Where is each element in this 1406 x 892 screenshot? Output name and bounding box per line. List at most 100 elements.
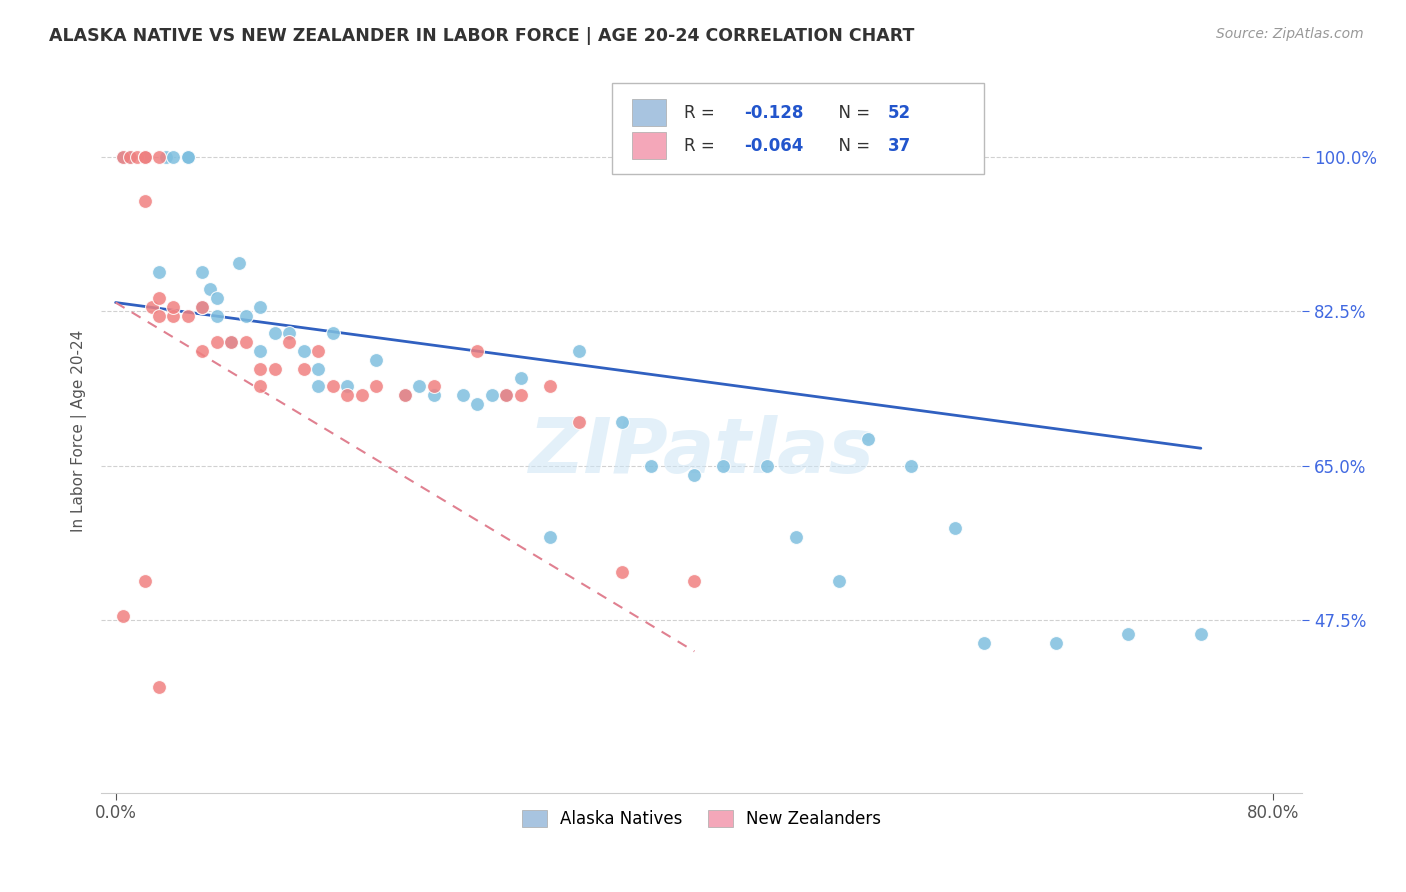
Point — [191, 265, 214, 279]
Point — [148, 150, 170, 164]
Point — [191, 344, 214, 359]
Point — [828, 574, 851, 588]
Point — [263, 326, 285, 341]
Point — [191, 300, 214, 314]
Point — [120, 150, 142, 164]
Point — [322, 379, 344, 393]
Point — [1045, 635, 1067, 649]
Point — [350, 388, 373, 402]
Point — [292, 344, 315, 359]
Point — [127, 150, 149, 164]
Point — [249, 300, 271, 314]
Point — [134, 150, 156, 164]
Point — [640, 458, 662, 473]
Point — [973, 635, 995, 649]
Point — [568, 415, 591, 429]
Point — [134, 194, 156, 208]
Point — [495, 388, 517, 402]
Point — [683, 574, 706, 588]
Point — [423, 388, 446, 402]
Text: ALASKA NATIVE VS NEW ZEALANDER IN LABOR FORCE | AGE 20-24 CORRELATION CHART: ALASKA NATIVE VS NEW ZEALANDER IN LABOR … — [49, 27, 914, 45]
Point — [336, 379, 359, 393]
Point — [134, 574, 156, 588]
Text: Source: ZipAtlas.com: Source: ZipAtlas.com — [1216, 27, 1364, 41]
Point — [120, 150, 142, 164]
Text: R =: R = — [683, 137, 720, 155]
Point — [900, 458, 922, 473]
Point — [120, 150, 142, 164]
Point — [162, 300, 184, 314]
Point — [364, 379, 387, 393]
Point — [394, 388, 416, 402]
Point — [610, 415, 633, 429]
Point — [307, 344, 329, 359]
Point — [292, 361, 315, 376]
Point — [711, 458, 734, 473]
Point — [538, 379, 561, 393]
Point — [785, 530, 807, 544]
Point — [228, 256, 250, 270]
Point — [205, 335, 228, 350]
Text: 52: 52 — [887, 103, 911, 121]
Point — [177, 150, 200, 164]
FancyBboxPatch shape — [631, 131, 665, 159]
Point — [155, 150, 177, 164]
Point — [162, 309, 184, 323]
FancyBboxPatch shape — [631, 99, 665, 127]
Point — [249, 379, 271, 393]
Point — [263, 361, 285, 376]
Point — [235, 335, 257, 350]
Point — [1189, 626, 1212, 640]
Point — [191, 300, 214, 314]
Point — [755, 458, 778, 473]
Point — [249, 361, 271, 376]
Text: -0.064: -0.064 — [744, 137, 803, 155]
Point — [856, 433, 879, 447]
Point — [205, 309, 228, 323]
Text: -0.128: -0.128 — [744, 103, 803, 121]
Point — [177, 309, 200, 323]
Point — [307, 379, 329, 393]
FancyBboxPatch shape — [612, 83, 984, 174]
Point — [1118, 626, 1140, 640]
Point — [423, 379, 446, 393]
Point — [148, 309, 170, 323]
Point — [111, 150, 134, 164]
Point — [221, 335, 243, 350]
Text: R =: R = — [683, 103, 720, 121]
Point — [509, 388, 531, 402]
Text: ZIPatlas: ZIPatlas — [529, 416, 875, 490]
Point — [481, 388, 503, 402]
Point — [307, 361, 329, 376]
Point — [538, 530, 561, 544]
Point — [568, 344, 591, 359]
Point — [148, 680, 170, 694]
Point — [408, 379, 430, 393]
Point — [683, 467, 706, 482]
Point — [134, 150, 156, 164]
Point — [394, 388, 416, 402]
Legend: Alaska Natives, New Zealanders: Alaska Natives, New Zealanders — [516, 804, 887, 835]
Point — [495, 388, 517, 402]
Point — [467, 344, 489, 359]
Point — [148, 291, 170, 305]
Point — [141, 300, 163, 314]
Point — [198, 282, 221, 296]
Text: N =: N = — [828, 103, 875, 121]
Point — [134, 150, 156, 164]
Point — [111, 609, 134, 624]
Point — [336, 388, 359, 402]
Point — [177, 150, 200, 164]
Text: N =: N = — [828, 137, 875, 155]
Point — [278, 335, 301, 350]
Point — [177, 150, 200, 164]
Y-axis label: In Labor Force | Age 20-24: In Labor Force | Age 20-24 — [72, 329, 87, 532]
Point — [278, 326, 301, 341]
Point — [943, 521, 966, 535]
Point — [610, 565, 633, 579]
Point — [509, 370, 531, 384]
Point — [451, 388, 474, 402]
Point — [162, 150, 184, 164]
Point — [111, 150, 134, 164]
Point — [235, 309, 257, 323]
